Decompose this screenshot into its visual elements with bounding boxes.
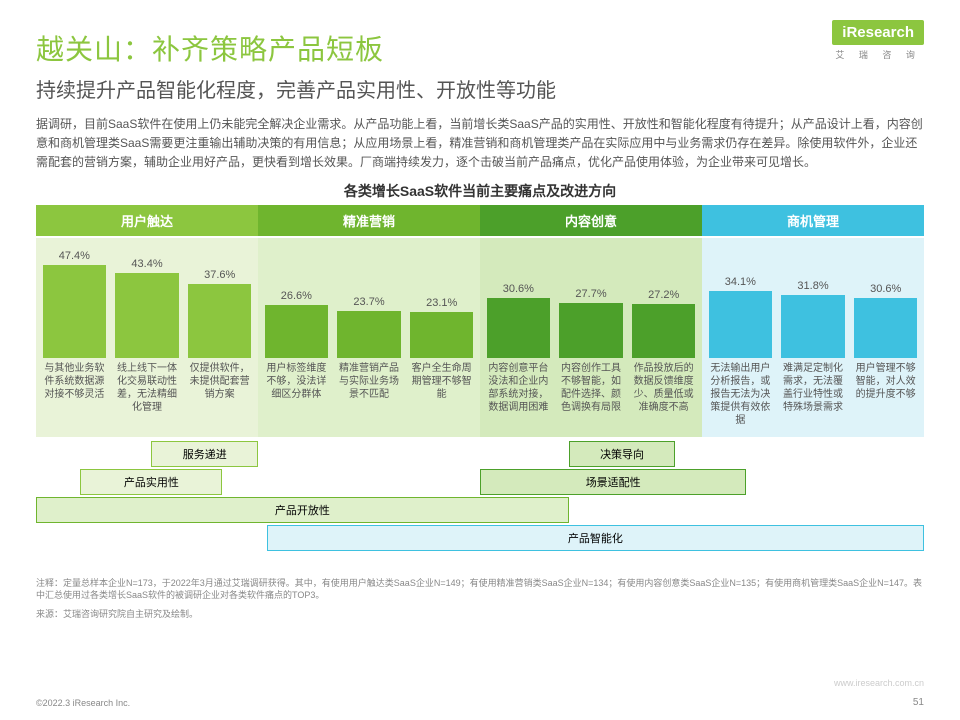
chart-labels-row: 与其他业务软件系统数据源对接不够灵活线上线下一体化交易联动性差，无法精细化管理仅… (36, 358, 924, 437)
flow-diagram: 服务递进 决策导向产品实用性 场景适配性产品开放性产品智能化 (36, 441, 924, 571)
bar-label: 与其他业务软件系统数据源对接不够灵活 (38, 362, 111, 427)
bar-label: 精准营销产品与实际业务场景不匹配 (333, 362, 406, 427)
bar (632, 304, 696, 357)
bar (487, 298, 551, 358)
bar-wrap: 23.7% (334, 296, 405, 357)
bar-label: 线上线下一体化交易联动性差，无法精细化管理 (111, 362, 184, 427)
flow-box-fwdj: 服务递进 (151, 441, 258, 467)
labels-group: 用户标签维度不够，没法详细区分群体精准营销产品与实际业务场景不匹配客户全生命周期… (258, 358, 480, 437)
bar-wrap: 37.6% (184, 269, 255, 358)
bar-value: 30.6% (870, 283, 901, 295)
bar-value: 23.1% (426, 297, 457, 309)
bar-value: 34.1% (725, 276, 756, 288)
body-paragraph: 据调研，目前SaaS软件在使用上仍未能完全解决企业需求。从产品功能上看，当前增长… (36, 115, 924, 173)
labels-group: 与其他业务软件系统数据源对接不够灵活线上线下一体化交易联动性差，无法精细化管理仅… (36, 358, 258, 437)
logo-sub: 艾 瑞 咨 询 (832, 48, 924, 61)
bar-label: 作品投放后的数据反馈维度少、质量低或准确度不高 (627, 362, 700, 427)
bar-label: 客户全生命周期管理不够智能 (405, 362, 478, 427)
bar-wrap: 26.6% (261, 290, 332, 357)
bar-wrap: 47.4% (39, 250, 110, 358)
labels-group: 内容创意平台没法和企业内部系统对接，数据调用困难内容创作工具不够智能，如配件选择… (480, 358, 702, 437)
bar-wrap: 27.2% (628, 289, 699, 357)
bar (559, 303, 623, 357)
logo: iResearch 艾 瑞 咨 询 (832, 20, 924, 61)
category-header-row: 用户触达精准营销内容创意商机管理 (36, 205, 924, 236)
footnote-1: 注释：定量总样本企业N=173，于2022年3月通过艾瑞调研获得。其中，有使用用… (36, 577, 924, 602)
bar-label: 内容创作工具不够智能，如配件选择、颜色调换有局限 (555, 362, 628, 427)
bar (781, 295, 845, 357)
flow-box-znh: 产品智能化 (267, 525, 924, 551)
bar-wrap: 23.1% (406, 297, 477, 357)
chart-group: 47.4% 43.4% 37.6% (36, 238, 258, 358)
bar (854, 298, 918, 358)
bar-value: 30.6% (503, 283, 534, 295)
bar-value: 27.2% (648, 289, 679, 301)
chart-group: 34.1% 31.8% 30.6% (702, 238, 924, 358)
bar-wrap: 43.4% (112, 258, 183, 358)
category-header: 用户触达 (36, 205, 258, 236)
bar-label: 用户管理不够智能，对人效的提升度不够 (849, 362, 922, 427)
bar (410, 312, 474, 357)
bar (337, 311, 401, 357)
flow-box-jcdx: 决策导向 (569, 441, 676, 467)
title-sub: 持续提升产品智能化程度，完善产品实用性、开放性等功能 (36, 74, 924, 103)
labels-group: 无法输出用户分析报告，或报告无法为决策提供有效依据难满足定制化需求，无法覆盖行业… (702, 358, 924, 437)
bar-wrap: 34.1% (705, 276, 776, 358)
bar (709, 291, 773, 358)
bar-value: 27.7% (575, 288, 606, 300)
chart-group: 26.6% 23.7% 23.1% (258, 238, 480, 358)
title-main: 越关山：补齐策略产品短板 (36, 28, 924, 68)
bar-label: 用户标签维度不够，没法详细区分群体 (260, 362, 333, 427)
flow-box-cjspx: 场景适配性 (480, 469, 746, 495)
page-number: 51 (913, 697, 924, 708)
bar-wrap: 31.8% (778, 280, 849, 357)
bar-value: 23.7% (353, 296, 384, 308)
chart-group: 30.6% 27.7% 27.2% (480, 238, 702, 358)
logo-main: iResearch (832, 20, 924, 45)
bar-value: 37.6% (204, 269, 235, 281)
bar-wrap: 30.6% (850, 283, 921, 358)
footnote-2: 来源：艾瑞咨询研究院自主研究及绘制。 (36, 608, 924, 621)
bar (188, 284, 252, 358)
bar-wrap: 27.7% (556, 288, 627, 357)
bar-wrap: 30.6% (483, 283, 554, 358)
bar-value: 26.6% (281, 290, 312, 302)
category-header: 精准营销 (258, 205, 480, 236)
bar (43, 265, 107, 358)
bar-value: 31.8% (797, 280, 828, 292)
bar-label: 仅提供软件，未提供配套营销方案 (183, 362, 256, 427)
category-header: 内容创意 (480, 205, 702, 236)
bar (265, 305, 329, 357)
bar-label: 内容创意平台没法和企业内部系统对接，数据调用困难 (482, 362, 555, 427)
category-header: 商机管理 (702, 205, 924, 236)
flow-box-syx: 产品实用性 (80, 469, 222, 495)
watermark: www.iresearch.com.cn (834, 678, 924, 688)
bar-label: 无法输出用户分析报告，或报告无法为决策提供有效依据 (704, 362, 777, 427)
bar-label: 难满足定制化需求，无法覆盖行业特性或特殊场景需求 (777, 362, 850, 427)
chart-bars-row: 47.4% 43.4% 37.6% 26.6% 23.7% 23.1% 30.6% 27.7%… (36, 238, 924, 358)
bar-value: 43.4% (131, 258, 162, 270)
flow-box-kfx: 产品开放性 (36, 497, 569, 523)
bar (115, 273, 179, 358)
copyright: ©2022.3 iResearch Inc. (36, 698, 130, 708)
chart-title: 各类增长SaaS软件当前主要痛点及改进方向 (36, 181, 924, 201)
bar-value: 47.4% (59, 250, 90, 262)
